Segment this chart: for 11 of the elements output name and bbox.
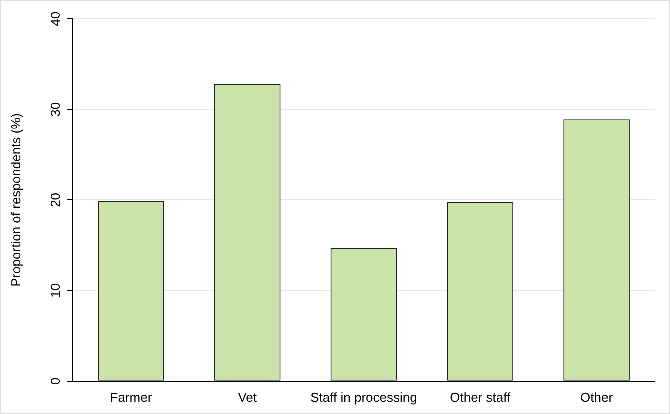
y-tick-label: 0 [48, 378, 64, 386]
x-tick-label: Other staff [450, 390, 512, 405]
x-tick-label: Staff in processing [310, 390, 418, 405]
y-tick-label: 40 [48, 12, 64, 26]
x-tick-label: Vet [238, 390, 258, 405]
x-tick-label: Farmer [110, 390, 153, 405]
x-tick-label: Other [580, 390, 614, 405]
y-tick-label: 10 [48, 284, 64, 298]
y-tick-label: 20 [48, 192, 64, 208]
y-tick-label: 30 [48, 102, 64, 117]
y-axis-title: Proportion of respondents (%) [8, 113, 24, 287]
